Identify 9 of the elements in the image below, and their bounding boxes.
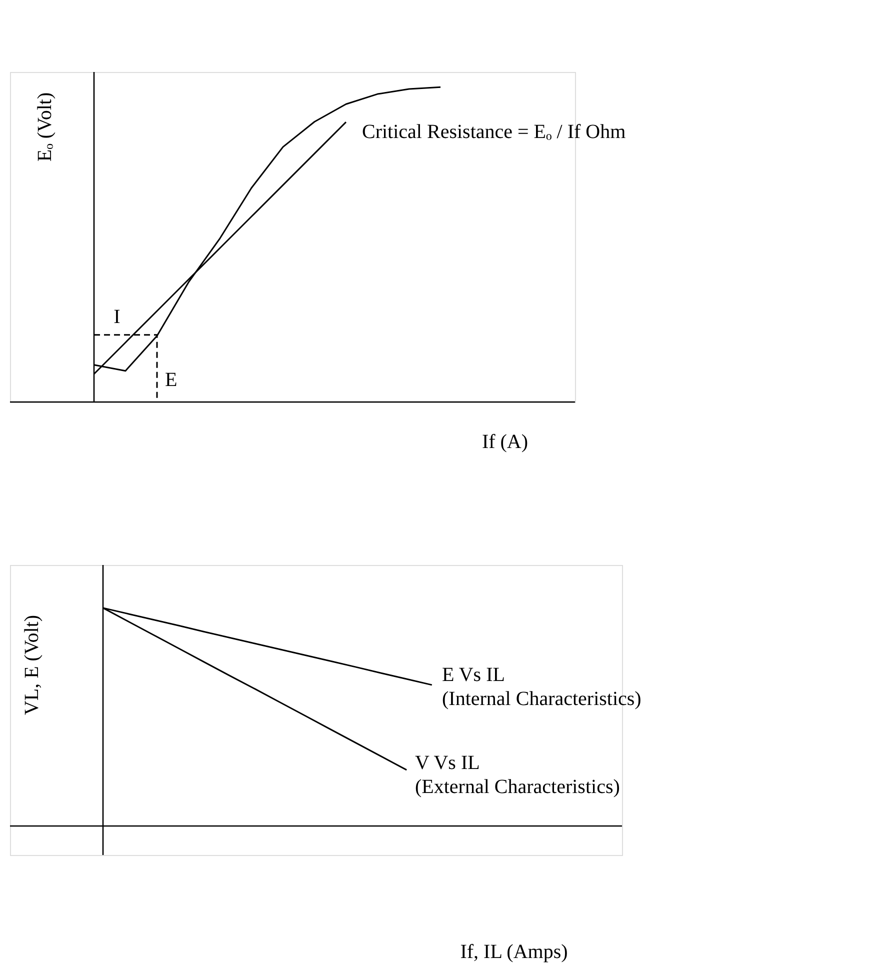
x-axis-title: If (A) <box>482 431 528 453</box>
annotation: Critical Resistance = Eₒ / If Ohm <box>362 121 626 143</box>
annotation: V Vs IL (External Characteristics) <box>415 752 620 798</box>
x-axis-title: If, IL (Amps) <box>460 941 568 963</box>
annotation: I <box>114 306 120 328</box>
y-axis-title: VL, E (Volt) <box>21 614 43 716</box>
annotation: E <box>165 369 178 391</box>
annotation: E Vs IL (Internal Characteristics) <box>442 664 642 710</box>
y-axis-title: Eₒ (Volt) <box>34 92 56 162</box>
